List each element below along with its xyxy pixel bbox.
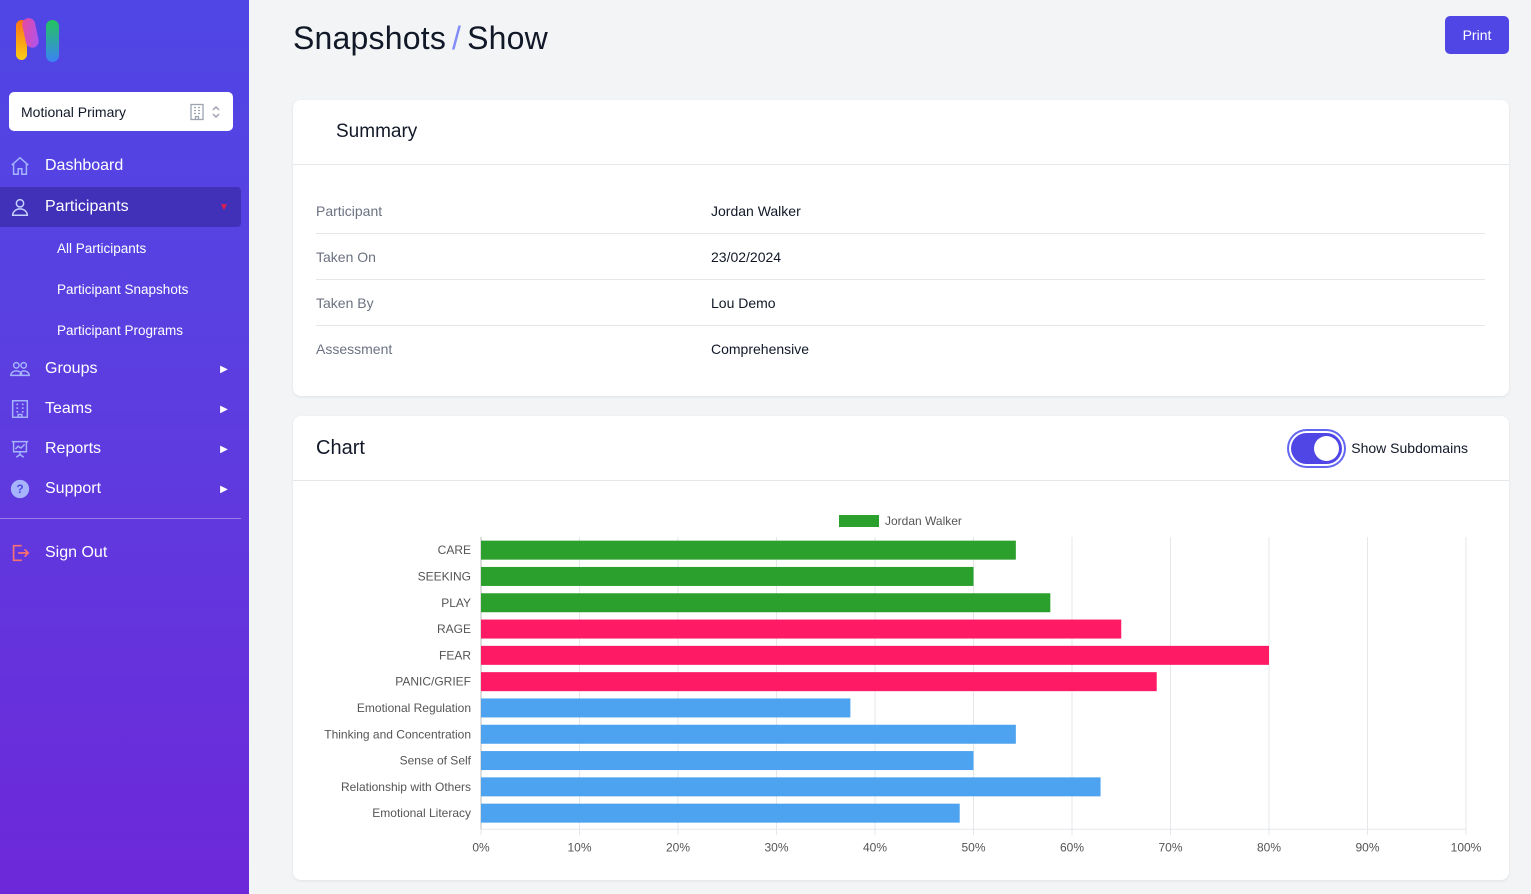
bar	[481, 593, 1051, 613]
question-icon: ?	[9, 478, 31, 500]
nav-dashboard[interactable]: Dashboard	[0, 146, 241, 186]
caret-right-icon: ▶	[220, 403, 228, 415]
category-label: CARE	[438, 543, 471, 557]
nav-reports-label: Reports	[45, 440, 102, 457]
chevron-up-down-icon	[212, 105, 220, 118]
summary-label: Taken On	[316, 248, 376, 265]
bar	[481, 645, 1269, 665]
nav-groups-label: Groups	[45, 360, 98, 377]
x-tick-label: 60%	[1060, 840, 1084, 854]
nav-teams-label: Teams	[45, 400, 93, 417]
bar-chart: 0% 10% 20% 30% 40% 50% 60% 70% 80% 90% 100% Jordan …	[324, 514, 1482, 854]
summary-value: Lou Demo	[711, 294, 776, 311]
users-icon	[9, 358, 31, 380]
show-subdomains-label: Show Subdomains	[1351, 440, 1468, 456]
category-label: RAGE	[437, 622, 471, 636]
home-icon	[9, 155, 31, 177]
legend-swatch	[839, 515, 879, 527]
category-label: Relationship with Others	[341, 780, 471, 794]
bar	[481, 803, 960, 823]
caret-right-icon: ▶	[220, 443, 228, 455]
summary-row-taken-on: Taken On 23/02/2024	[316, 234, 1485, 280]
summary-value: Comprehensive	[711, 341, 810, 357]
bar	[481, 724, 1016, 744]
summary-label: Assessment	[316, 341, 393, 357]
presentation-chart-icon	[9, 438, 31, 460]
show-subdomains-toggle[interactable]	[1291, 432, 1343, 464]
nav-sign-out[interactable]: Sign Out	[0, 533, 241, 573]
category-label: PANIC/GRIEF	[395, 675, 471, 689]
x-tick-label: 30%	[764, 840, 788, 854]
category-label: Thinking and Concentration	[324, 727, 471, 741]
bar	[481, 540, 1016, 560]
user-icon	[9, 196, 31, 218]
sidebar: Motional Primary Dashboard Participants …	[0, 0, 249, 894]
nav-dashboard-label: Dashboard	[45, 157, 124, 174]
summary-card: Summary Participant Jordan Walker Taken …	[293, 100, 1509, 396]
page-title: Snapshots / Show	[293, 20, 548, 57]
caret-down-icon: ▼	[219, 201, 229, 213]
caret-right-icon: ▶	[220, 483, 228, 495]
category-label: SEEKING	[418, 569, 471, 583]
breadcrumb-show: Show	[467, 20, 548, 56]
summary-value: Jordan Walker	[711, 202, 801, 219]
svg-text:?: ?	[16, 482, 23, 496]
subnav-participant-snapshots[interactable]: Participant Snapshots	[57, 282, 189, 297]
summary-label: Taken By	[316, 294, 374, 311]
toggle-knob	[1314, 435, 1340, 461]
bar	[481, 672, 1157, 692]
summary-value: 23/02/2024	[711, 248, 782, 265]
breadcrumb-snapshots[interactable]: Snapshots	[293, 20, 447, 56]
chart-card: Chart Show Subdomains 0% 10% 20% 30% 40% 50% 6…	[293, 416, 1509, 880]
summary-row-participant: Participant Jordan Walker	[316, 188, 1485, 234]
subnav-participant-programs[interactable]: Participant Programs	[57, 323, 184, 338]
x-tick-label: 40%	[863, 840, 887, 854]
x-tick-label: 100%	[1451, 840, 1482, 854]
summary-label: Participant	[316, 202, 383, 219]
summary-row-assessment: Assessment Comprehensive	[316, 326, 1485, 372]
x-tick-label: 70%	[1158, 840, 1182, 854]
category-label: PLAY	[441, 596, 471, 610]
nav-groups[interactable]: Groups ▶	[0, 349, 241, 389]
sign-out-icon	[9, 542, 31, 564]
x-tick-label: 20%	[666, 840, 690, 854]
nav-support[interactable]: ? Support ▶	[0, 469, 241, 509]
chart-card-header: Chart Show Subdomains	[293, 416, 1509, 481]
category-label: Emotional Regulation	[357, 701, 471, 715]
organisation-select-value: Motional Primary	[21, 103, 127, 120]
x-tick-label: 10%	[567, 840, 591, 854]
category-label: FEAR	[439, 648, 471, 662]
nav-participants-label: Participants	[45, 198, 129, 215]
breadcrumb-separator: /	[452, 20, 462, 56]
nav-sign-out-label: Sign Out	[45, 544, 108, 561]
nav-participants[interactable]: Participants ▼	[0, 187, 241, 227]
building-icon	[190, 103, 204, 120]
app-logo[interactable]	[14, 16, 64, 64]
nav-teams[interactable]: Teams ▶	[0, 389, 241, 429]
bar	[481, 751, 974, 771]
print-button[interactable]: Print	[1445, 16, 1509, 54]
bar	[481, 777, 1101, 797]
subnav-all-participants[interactable]: All Participants	[57, 241, 147, 256]
summary-row-taken-by: Taken By Lou Demo	[316, 280, 1485, 326]
nav-support-label: Support	[45, 480, 102, 497]
x-tick-label: 0%	[472, 840, 490, 854]
x-tick-label: 80%	[1257, 840, 1281, 854]
bar	[481, 566, 974, 586]
summary-title: Summary	[293, 100, 1509, 165]
bar	[481, 698, 851, 718]
nav-reports[interactable]: Reports ▶	[0, 429, 241, 469]
category-label: Emotional Literacy	[372, 806, 471, 820]
x-tick-label: 90%	[1355, 840, 1379, 854]
show-subdomains-control: Show Subdomains	[1291, 432, 1468, 464]
x-tick-label: 50%	[961, 840, 985, 854]
organisation-select[interactable]: Motional Primary	[9, 92, 233, 131]
legend-label: Jordan Walker	[885, 514, 962, 528]
sidebar-divider	[0, 518, 241, 519]
bar	[481, 619, 1122, 639]
chart-title: Chart	[316, 436, 365, 459]
category-label: Sense of Self	[400, 754, 472, 768]
caret-right-icon: ▶	[220, 363, 228, 375]
building-icon	[9, 398, 31, 420]
